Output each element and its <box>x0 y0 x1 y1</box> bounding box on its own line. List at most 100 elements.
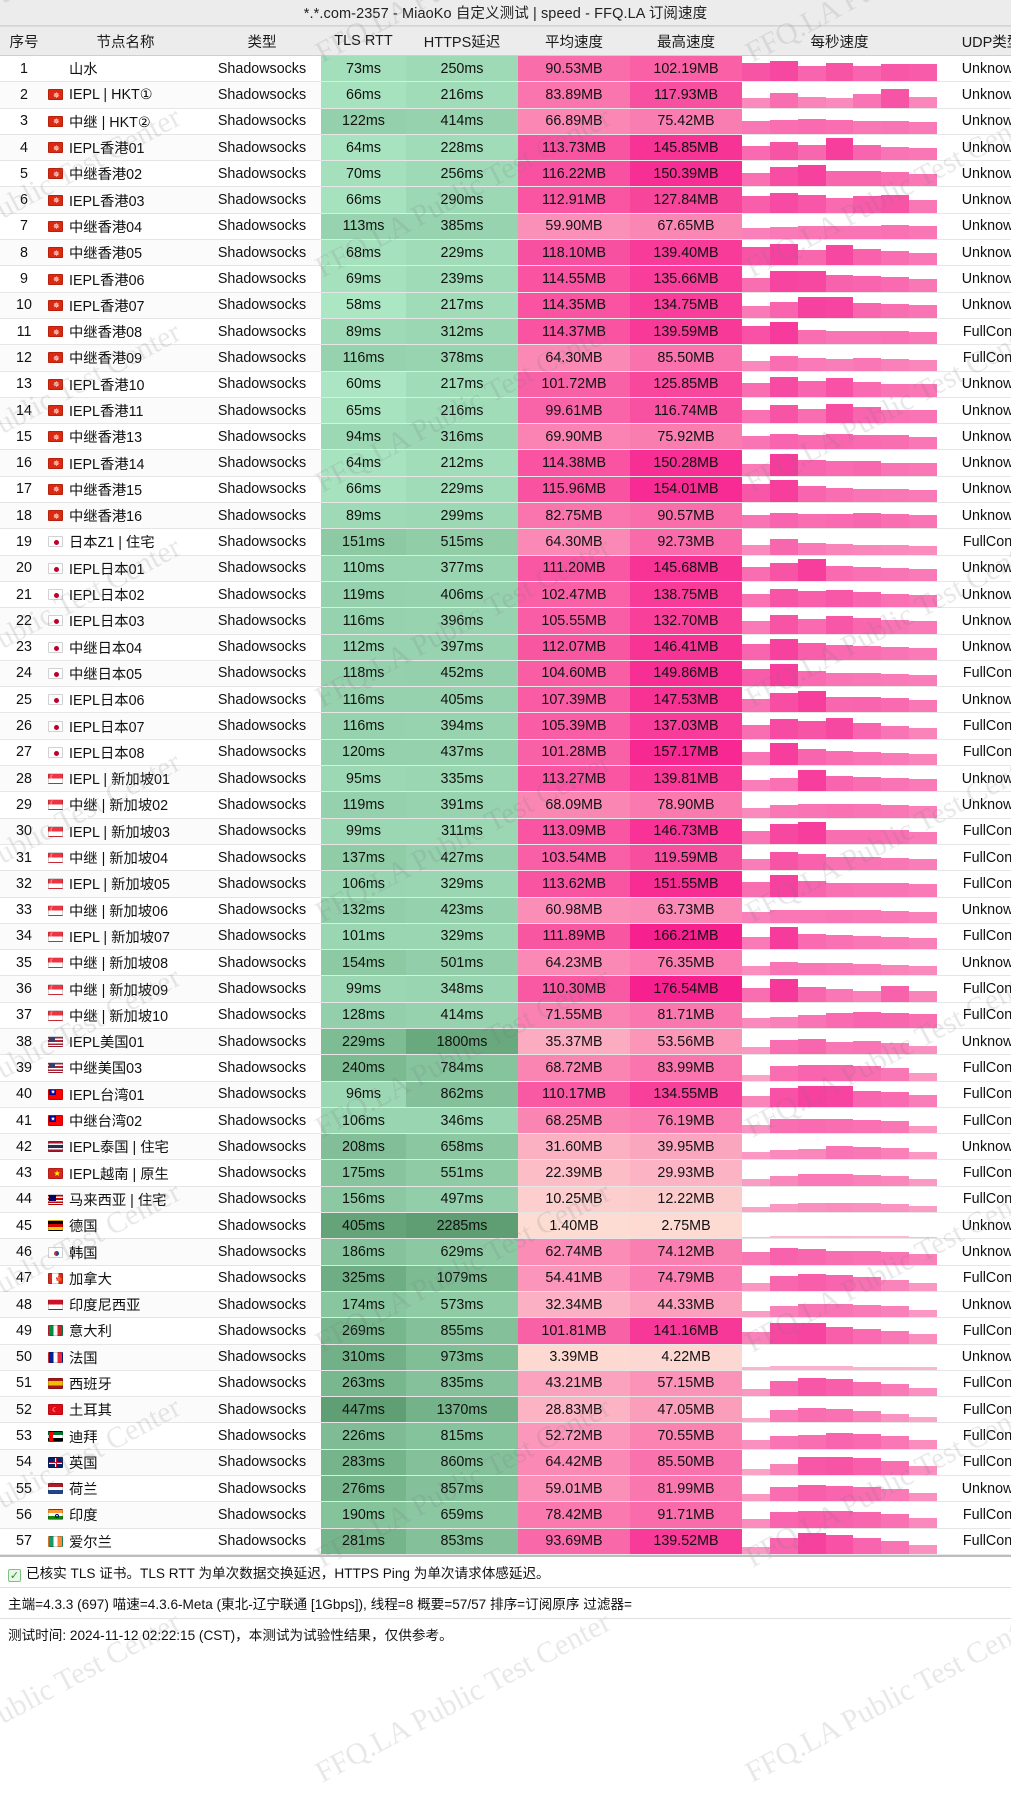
table-row[interactable]: 9 ✵ IEPL香港06 Shadowsocks 69ms 239ms 114.55MB 13… <box>0 265 1011 293</box>
table-row[interactable]: 29 ☾ 中继 | 新加坡02 Shadowsocks 119ms 391ms 68.09M… <box>0 791 1011 819</box>
table-row[interactable]: 5 ✵ 中继香港02 Shadowsocks 70ms 256ms 116.22MB 150.… <box>0 160 1011 188</box>
node-name-cell[interactable]: ✵ IEPL | HKT① <box>48 81 203 109</box>
table-row[interactable]: 8 ✵ 中继香港05 Shadowsocks 68ms 229ms 118.10MB 139.… <box>0 239 1011 267</box>
table-row[interactable]: 32 ☾ IEPL | 新加坡05 Shadowsocks 106ms 329ms 113.… <box>0 870 1011 898</box>
node-name-cell[interactable]: IEPL日本08 <box>48 739 203 767</box>
table-row[interactable]: 6 ✵ IEPL香港03 Shadowsocks 66ms 290ms 112.91MB 12… <box>0 186 1011 214</box>
node-name-cell[interactable]: 法国 <box>48 1344 203 1371</box>
node-name-cell[interactable]: IEPL日本07 <box>48 712 203 740</box>
node-name-cell[interactable]: ✵ 中继香港13 <box>48 423 203 451</box>
node-name-cell[interactable]: ☾ IEPL | 新加坡05 <box>48 870 203 898</box>
table-row[interactable]: 36 ☾ 中继 | 新加坡09 Shadowsocks 99ms 348ms 110.30M… <box>0 975 1011 1003</box>
node-name-cell[interactable]: 马来西亚 | 住宅 <box>48 1186 203 1214</box>
table-row[interactable]: 7 ✵ 中继香港04 Shadowsocks 113ms 385ms 59.90MB 67.6… <box>0 213 1011 241</box>
table-row[interactable]: 52 ☾ 土耳其 Shadowsocks 447ms 1370ms 28.83MB 47.05… <box>0 1396 1011 1424</box>
node-name-cell[interactable]: ✵ 中继香港02 <box>48 160 203 188</box>
table-row[interactable]: 46 韩国 Shadowsocks 186ms 629ms 62.74MB 74.12MB U… <box>0 1238 1011 1266</box>
node-name-cell[interactable]: ✵ IEPL香港01 <box>48 134 203 162</box>
node-name-cell[interactable]: ☾ 中继 | 新加坡10 <box>48 1002 203 1029</box>
table-row[interactable]: 48 印度尼西亚 Shadowsocks 174ms 573ms 32.34MB 44.33… <box>0 1291 1011 1319</box>
column-header-udp-type[interactable]: UDP类型 <box>937 26 1011 56</box>
table-row[interactable]: 18 ✵ 中继香港16 Shadowsocks 89ms 299ms 82.75MB 90.5… <box>0 502 1011 530</box>
node-name-cell[interactable]: IEPL日本03 <box>48 607 203 635</box>
table-row[interactable]: 20 IEPL日本01 Shadowsocks 110ms 377ms 111.20MB 1… <box>0 555 1011 582</box>
node-name-cell[interactable]: ✵ IEPL香港03 <box>48 186 203 214</box>
table-row[interactable]: 1 山水 Shadowsocks 73ms 250ms 90.53MB 102.19MB Un… <box>0 55 1011 83</box>
node-name-cell[interactable]: ☾ 中继 | 新加坡06 <box>48 897 203 924</box>
table-row[interactable]: 26 IEPL日本07 Shadowsocks 116ms 394ms 105.39MB 1… <box>0 712 1011 740</box>
table-row[interactable]: 22 IEPL日本03 Shadowsocks 116ms 396ms 105.55MB 1… <box>0 607 1011 635</box>
table-row[interactable]: 14 ✵ IEPL香港11 Shadowsocks 65ms 216ms 99.61MB 11… <box>0 397 1011 425</box>
column-header-type[interactable]: 类型 <box>203 26 321 56</box>
node-name-cell[interactable]: 英国 <box>48 1449 203 1477</box>
node-name-cell[interactable]: ✵ 中继香港15 <box>48 476 203 504</box>
column-header-https-latency[interactable]: HTTPS延迟 <box>406 26 518 56</box>
table-row[interactable]: 10 ✵ IEPL香港07 Shadowsocks 58ms 217ms 114.35MB 1… <box>0 292 1011 319</box>
node-name-cell[interactable]: IEPL美国01 <box>48 1028 203 1056</box>
node-name-cell[interactable]: ✵ IEPL香港11 <box>48 397 203 425</box>
table-row[interactable]: 13 ✵ IEPL香港10 Shadowsocks 60ms 217ms 101.72MB 1… <box>0 371 1011 398</box>
table-row[interactable]: 19 日本Z1 | 住宅 Shadowsocks 151ms 515ms 64.30MB 9… <box>0 528 1011 556</box>
node-name-cell[interactable]: 迪拜 <box>48 1422 203 1450</box>
column-header-tls-rtt[interactable]: TLS RTT <box>321 26 406 56</box>
table-row[interactable]: 2 ✵ IEPL | HKT① Shadowsocks 66ms 216ms 83.89MB… <box>0 81 1011 109</box>
column-header-index[interactable]: 序号 <box>0 26 48 56</box>
table-row[interactable]: 54 英国 Shadowsocks 283ms 860ms 64.42MB 85.50MB F… <box>0 1449 1011 1477</box>
node-name-cell[interactable]: 韩国 <box>48 1238 203 1266</box>
node-name-cell[interactable]: ☾ 中继 | 新加坡02 <box>48 791 203 819</box>
table-row[interactable]: 27 IEPL日本08 Shadowsocks 120ms 437ms 101.28MB 1… <box>0 739 1011 767</box>
node-name-cell[interactable]: ★ IEPL越南 | 原生 <box>48 1159 203 1187</box>
node-name-cell[interactable]: IEPL日本01 <box>48 555 203 582</box>
node-name-cell[interactable]: ☾ IEPL | 新加坡03 <box>48 818 203 845</box>
table-row[interactable]: 50 法国 Shadowsocks 310ms 973ms 3.39MB 4.22MB Unk… <box>0 1344 1011 1371</box>
node-name-cell[interactable]: 日本Z1 | 住宅 <box>48 528 203 556</box>
table-row[interactable]: 49 意大利 Shadowsocks 269ms 855ms 101.81MB 141.16… <box>0 1317 1011 1345</box>
table-row[interactable]: 40 ✷ IEPL台湾01 Shadowsocks 96ms 862ms 110.17MB 1… <box>0 1081 1011 1108</box>
table-row[interactable]: 56 印度 Shadowsocks 190ms 659ms 78.42MB 91.71MB F… <box>0 1501 1011 1529</box>
table-row[interactable]: 16 ✵ IEPL香港14 Shadowsocks 64ms 212ms 114.38MB 1… <box>0 449 1011 477</box>
node-name-cell[interactable]: 印度 <box>48 1501 203 1529</box>
node-name-cell[interactable]: ☾ IEPL | 新加坡07 <box>48 923 203 951</box>
table-row[interactable]: 23 中继日本04 Shadowsocks 112ms 397ms 112.07MB 146… <box>0 634 1011 661</box>
table-row[interactable]: 4 ✵ IEPL香港01 Shadowsocks 64ms 228ms 113.73MB 14… <box>0 134 1011 162</box>
table-row[interactable]: 42 IEPL泰国 | 住宅 Shadowsocks 208ms 658ms 31.60M… <box>0 1133 1011 1161</box>
table-row[interactable]: 37 ☾ 中继 | 新加坡10 Shadowsocks 128ms 414ms 71.55M… <box>0 1002 1011 1029</box>
table-row[interactable]: 38 IEPL美国01 Shadowsocks 229ms 1800ms 35.37MB 5… <box>0 1028 1011 1056</box>
node-name-cell[interactable]: ✵ 中继香港16 <box>48 502 203 530</box>
node-name-cell[interactable]: ✵ IEPL香港10 <box>48 371 203 398</box>
node-name-cell[interactable]: 山水 <box>48 55 203 83</box>
table-row[interactable]: 17 ✵ 中继香港15 Shadowsocks 66ms 229ms 115.96MB 154… <box>0 476 1011 504</box>
table-row[interactable]: 43 ★ IEPL越南 | 原生 Shadowsocks 175ms 551ms 22.39… <box>0 1159 1011 1187</box>
table-row[interactable]: 28 ☾ IEPL | 新加坡01 Shadowsocks 95ms 335ms 113.2… <box>0 765 1011 793</box>
node-name-cell[interactable]: IEPL泰国 | 住宅 <box>48 1133 203 1161</box>
column-header-node-name[interactable]: 节点名称 <box>48 26 203 56</box>
node-name-cell[interactable]: ✵ 中继香港04 <box>48 213 203 241</box>
node-name-cell[interactable]: 意大利 <box>48 1317 203 1345</box>
table-row[interactable]: 24 中继日本05 Shadowsocks 118ms 452ms 104.60MB 149… <box>0 660 1011 688</box>
node-name-cell[interactable]: ✵ IEPL香港06 <box>48 265 203 293</box>
node-name-cell[interactable]: 爱尔兰 <box>48 1528 203 1555</box>
table-row[interactable]: 55 荷兰 Shadowsocks 276ms 857ms 59.01MB 81.99MB U… <box>0 1475 1011 1503</box>
table-row[interactable]: 11 ✵ 中继香港08 Shadowsocks 89ms 312ms 114.37MB 139… <box>0 318 1011 346</box>
table-row[interactable]: 21 IEPL日本02 Shadowsocks 119ms 406ms 102.47MB 1… <box>0 581 1011 609</box>
node-name-cell[interactable]: ✷ IEPL台湾01 <box>48 1081 203 1108</box>
column-header-per-second-speed[interactable]: 每秒速度 <box>742 26 937 56</box>
table-row[interactable]: 31 ☾ 中继 | 新加坡04 Shadowsocks 137ms 427ms 103.54… <box>0 844 1011 872</box>
table-row[interactable]: 12 ✵ 中继香港09 Shadowsocks 116ms 378ms 64.30MB 85.… <box>0 344 1011 372</box>
table-row[interactable]: 44 马来西亚 | 住宅 Shadowsocks 156ms 497ms 10.25MB 1… <box>0 1186 1011 1214</box>
node-name-cell[interactable]: 中继日本05 <box>48 660 203 688</box>
node-name-cell[interactable]: ✵ 中继 | HKT② <box>48 108 203 135</box>
node-name-cell[interactable]: 🍁 加拿大 <box>48 1265 203 1292</box>
column-header-max-speed[interactable]: 最高速度 <box>630 26 742 56</box>
table-row[interactable]: 47 🍁 加拿大 Shadowsocks 325ms 1079ms 54.41MB 74.79… <box>0 1265 1011 1292</box>
node-name-cell[interactable]: ✵ IEPL香港07 <box>48 292 203 319</box>
node-name-cell[interactable]: ✵ 中继香港05 <box>48 239 203 267</box>
node-name-cell[interactable]: ☾ 中继 | 新加坡09 <box>48 975 203 1003</box>
node-name-cell[interactable]: ☾ IEPL | 新加坡01 <box>48 765 203 793</box>
table-row[interactable]: 3 ✵ 中继 | HKT② Shadowsocks 122ms 414ms 66.89MB 7… <box>0 108 1011 135</box>
table-row[interactable]: 15 ✵ 中继香港13 Shadowsocks 94ms 316ms 69.90MB 75.9… <box>0 423 1011 451</box>
table-row[interactable]: 25 IEPL日本06 Shadowsocks 116ms 405ms 107.39MB 1… <box>0 686 1011 714</box>
table-row[interactable]: 33 ☾ 中继 | 新加坡06 Shadowsocks 132ms 423ms 60.98M… <box>0 897 1011 924</box>
node-name-cell[interactable]: 中继日本04 <box>48 634 203 661</box>
node-name-cell[interactable]: 德国 <box>48 1212 203 1240</box>
